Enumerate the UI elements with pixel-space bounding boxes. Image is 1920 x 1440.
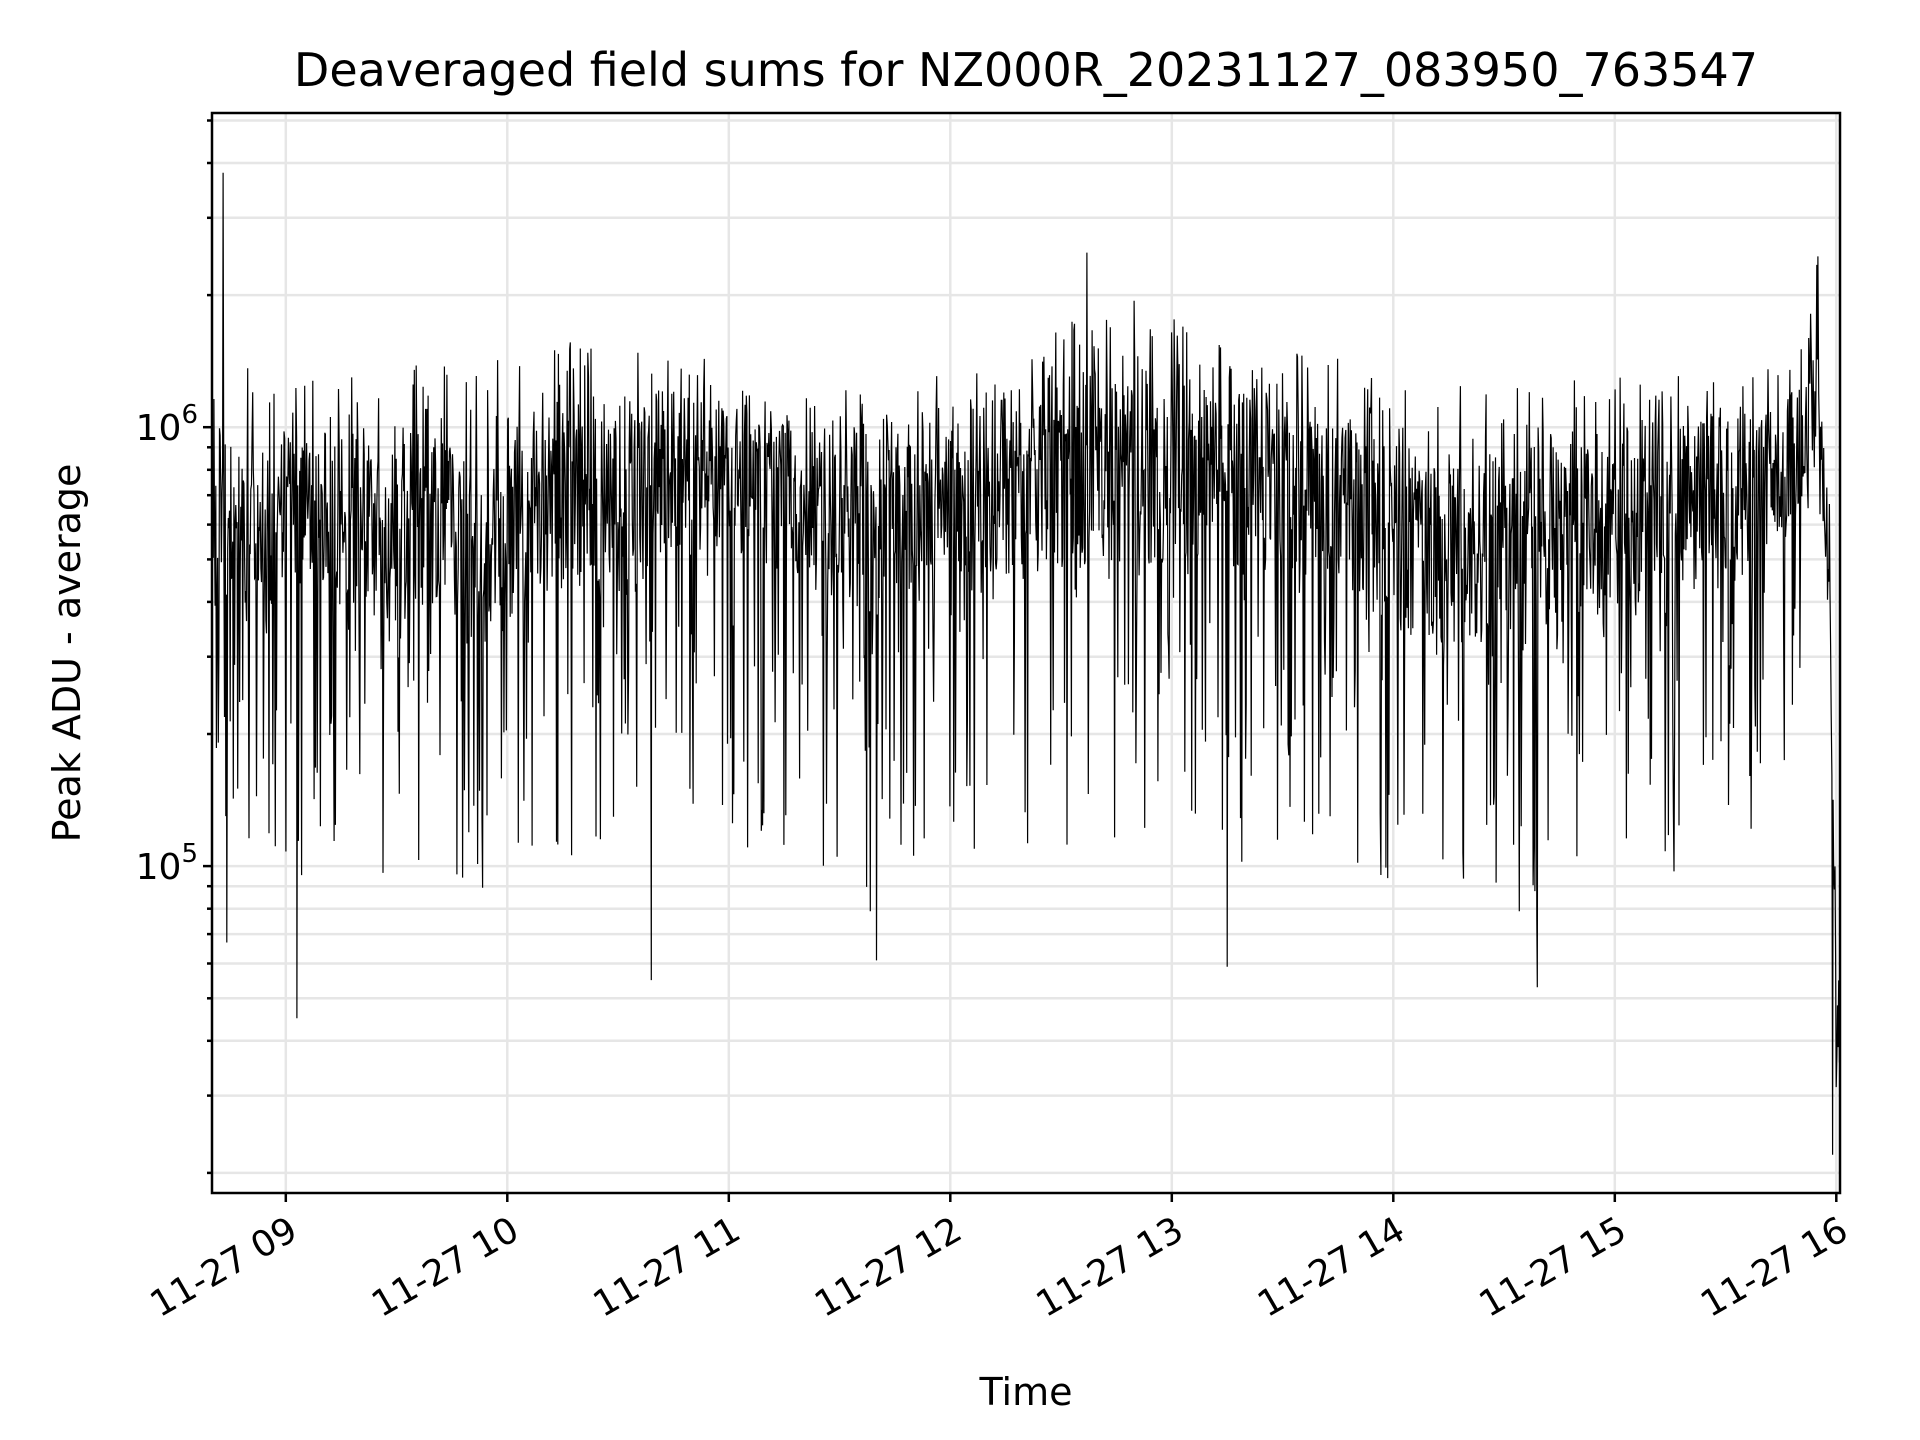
y-tick-base: 10 (136, 408, 182, 449)
data-series (211, 172, 1841, 1155)
x-axis-label: Time (979, 1370, 1073, 1414)
y-tick-exponent: 5 (181, 839, 198, 869)
series-line (211, 172, 1841, 1155)
y-tick-label: 105 (136, 839, 198, 888)
y-tick-label: 106 (136, 400, 198, 449)
y-axis-label: Peak ADU - average (45, 464, 89, 843)
y-tick-exponent: 6 (181, 400, 198, 430)
plot-area-frame (210, 111, 1842, 1195)
chart-title: Deaveraged field sums for NZ000R_2023112… (294, 43, 1758, 97)
y-tick-base: 10 (136, 847, 182, 888)
